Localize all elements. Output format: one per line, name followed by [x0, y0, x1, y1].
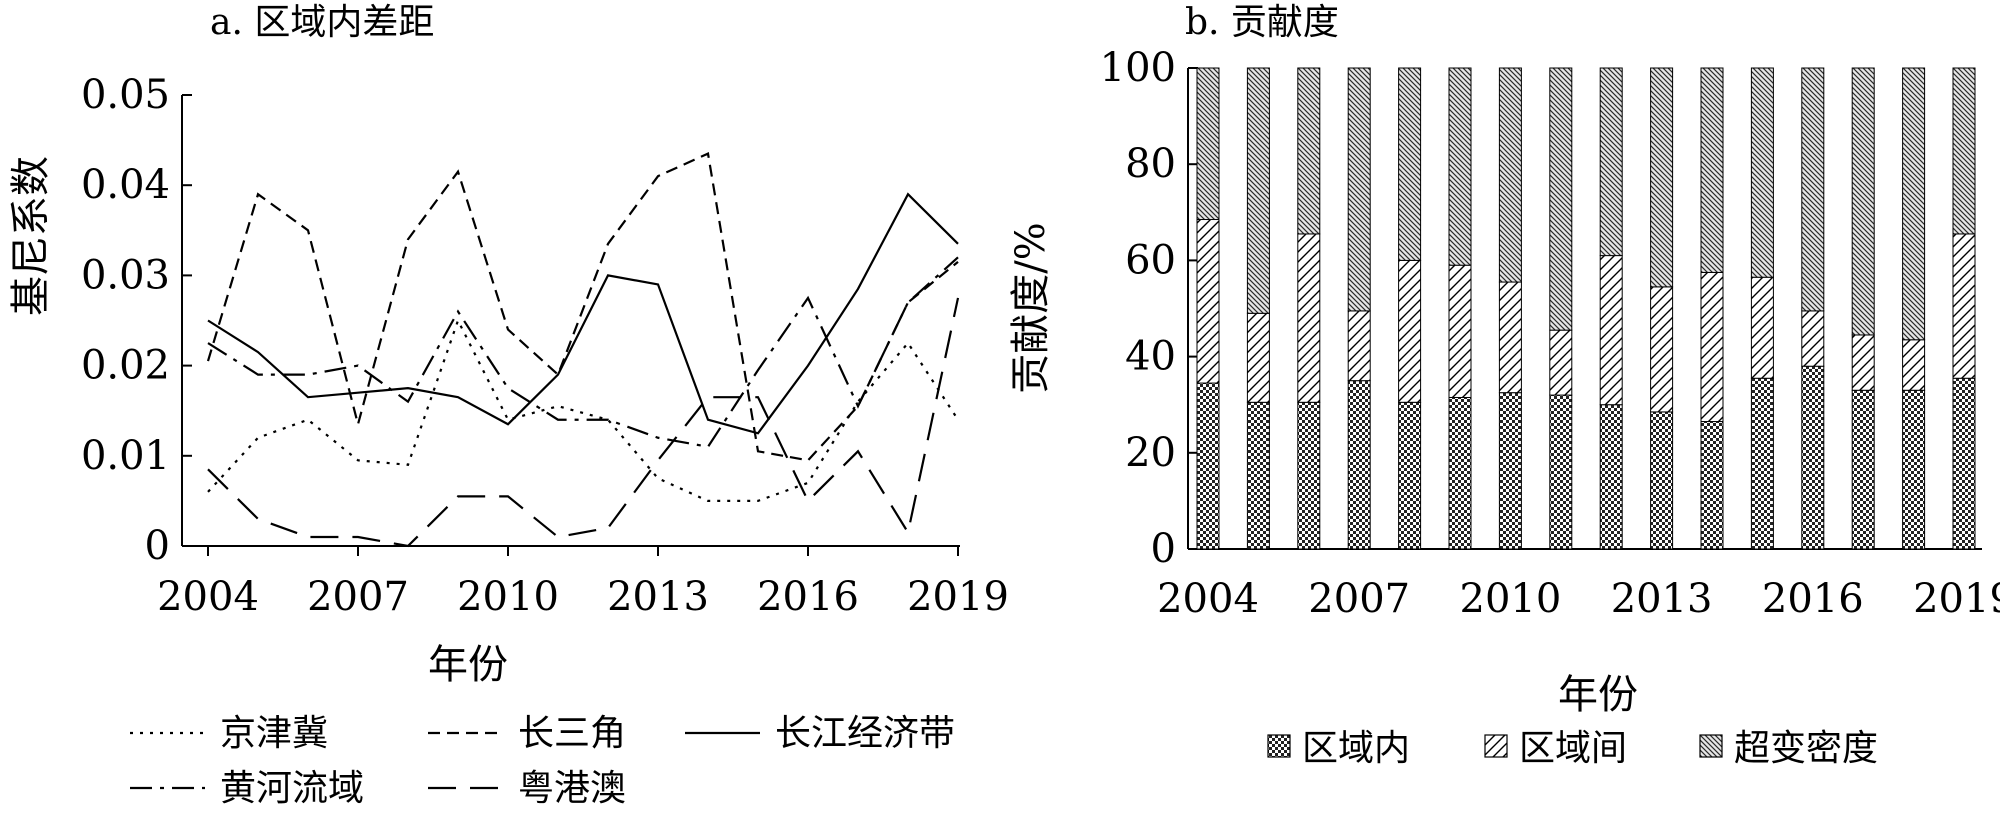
legend-b-swatch-2	[1699, 734, 1723, 758]
panel-b-legend: 区域内 区域间 超变密度	[1267, 728, 1878, 769]
bar-segment-2	[1952, 67, 1976, 235]
bar-segment-0	[1902, 389, 1926, 550]
bar-segment-2	[1851, 67, 1875, 336]
panel-a-x-tick-label: 2004	[157, 574, 259, 620]
bar-segment-1	[1952, 233, 1976, 379]
bar-segment-1	[1801, 310, 1825, 367]
panel-a-x-tick-label: 2007	[307, 574, 409, 620]
bar-segment-0	[1700, 421, 1724, 550]
bar-segment-1	[1750, 276, 1774, 379]
panel-a-y-tick-label: 0	[145, 523, 170, 569]
bar-segment-2	[1196, 67, 1220, 221]
panel-b-x-tick-label: 2010	[1460, 576, 1562, 622]
panel-a-y-tick-label: 0.01	[81, 433, 170, 479]
legend-label-4: 粤港澳	[518, 768, 626, 809]
bar-segment-0	[1750, 377, 1774, 550]
bar-segment-2	[1650, 67, 1674, 288]
panel-a-y-axis-title: 基尼系数	[8, 156, 54, 316]
panel-b-x-tick-label: 2019	[1913, 576, 2000, 622]
panel-a-x-tick-label: 2010	[457, 574, 559, 620]
bar-segment-2	[1599, 67, 1623, 257]
legend-b-label-2: 超变密度	[1734, 728, 1878, 769]
bar-segment-1	[1297, 233, 1321, 403]
bar-segment-0	[1599, 404, 1623, 550]
panel-b-y-tick-label: 60	[1125, 237, 1176, 283]
bar-segment-2	[1398, 67, 1422, 261]
bar-segment-2	[1801, 67, 1825, 312]
panel-b-title: b. 贡献度	[1185, 2, 1339, 43]
panel-b-y-tick-label: 0	[1151, 526, 1176, 572]
bar-segment-2	[1448, 67, 1472, 266]
panel-a-y-tick-label: 0.02	[81, 343, 170, 389]
bar-segment-0	[1448, 396, 1472, 550]
series-line-1	[206, 152, 959, 462]
panel-a-x-tick-label: 2013	[607, 574, 709, 620]
panel-a-x-tick-label: 2019	[907, 574, 1009, 620]
bar-segment-1	[1398, 259, 1422, 403]
bar-segment-2	[1246, 67, 1270, 314]
bar-segment-0	[1398, 401, 1422, 550]
bar-segment-0	[1801, 365, 1825, 550]
bar-segment-0	[1297, 401, 1321, 550]
bar-segment-1	[1549, 329, 1573, 396]
panel-a-x-axis-title: 年份	[428, 642, 508, 688]
legend-b-swatch-1	[1484, 734, 1508, 758]
panel-b-x-tick-label: 2016	[1762, 576, 1864, 622]
bar-segment-0	[1650, 411, 1674, 550]
bar-segment-1	[1347, 310, 1371, 382]
bar-segment-1	[1599, 255, 1623, 406]
bar-segment-0	[1952, 377, 1976, 550]
panel-a-x-tick-label: 2016	[757, 574, 859, 620]
bar-segment-2	[1297, 67, 1321, 235]
bar-segment-2	[1347, 67, 1371, 312]
legend-label-1: 长三角	[518, 713, 626, 754]
legend-label-2: 长江经济带	[775, 713, 955, 754]
panel-b-x-tick-label: 2007	[1308, 576, 1410, 622]
panel-b-x-tick-label: 2004	[1157, 576, 1259, 622]
legend-b-swatch-0	[1267, 734, 1291, 758]
bar-segment-1	[1196, 219, 1220, 384]
series-line-0	[207, 317, 959, 502]
panel-b-x-axis-title: 年份	[1558, 672, 1638, 718]
bar-segment-2	[1549, 67, 1573, 331]
panel-a-line-chart: a. 区域内差距 基尼系数 年份 0 0.01 0.02 0.03 0.04 0.05 20…	[8, 2, 1009, 688]
bar-segment-0	[1246, 401, 1270, 550]
bar-segment-1	[1700, 271, 1724, 423]
legend-label-0: 京津冀	[220, 713, 328, 754]
panel-b-stacked-bar-chart: b. 贡献度 贡献度/% 年份 0 20 40 60 80 100 2004 2007 2010…	[1008, 2, 2000, 718]
bar-segment-1	[1448, 264, 1472, 398]
bar-segment-2	[1700, 67, 1724, 273]
panel-a-y-tick-label: 0.05	[81, 72, 170, 118]
legend-b-label-0: 区域内	[1302, 728, 1410, 769]
bar-segment-2	[1498, 67, 1522, 283]
panel-b-y-tick-label: 80	[1125, 141, 1176, 187]
panel-b-y-tick-label: 40	[1125, 334, 1176, 380]
panel-b-y-axis-title: 贡献度/%	[1008, 222, 1054, 393]
legend-label-3: 黄河流域	[220, 768, 364, 809]
panel-b-y-tick-label: 20	[1125, 430, 1176, 476]
bar-segment-1	[1851, 334, 1875, 391]
panel-a-y-tick-label: 0.03	[81, 252, 170, 298]
panel-b-y-tick-label: 100	[1100, 45, 1176, 91]
bar-segment-0	[1498, 392, 1522, 550]
bar-segment-2	[1902, 67, 1926, 341]
bar-segment-0	[1347, 380, 1371, 550]
bar-segment-2	[1750, 67, 1774, 278]
bar-segment-1	[1902, 339, 1926, 391]
panel-a-title: a. 区域内差距	[210, 2, 434, 43]
bar-segment-1	[1650, 286, 1674, 413]
bar-segment-0	[1851, 389, 1875, 550]
series-line-2	[207, 192, 959, 435]
series-line-3	[207, 256, 959, 448]
panel-a-y-tick-label: 0.04	[81, 162, 170, 208]
bar-segment-1	[1498, 281, 1522, 394]
legend-b-label-1: 区域间	[1519, 728, 1627, 769]
series-line-4	[207, 297, 960, 548]
bar-segment-0	[1196, 382, 1220, 550]
panel-b-x-tick-label: 2013	[1611, 576, 1713, 622]
bar-segment-1	[1246, 312, 1270, 403]
bar-segment-0	[1549, 394, 1573, 550]
